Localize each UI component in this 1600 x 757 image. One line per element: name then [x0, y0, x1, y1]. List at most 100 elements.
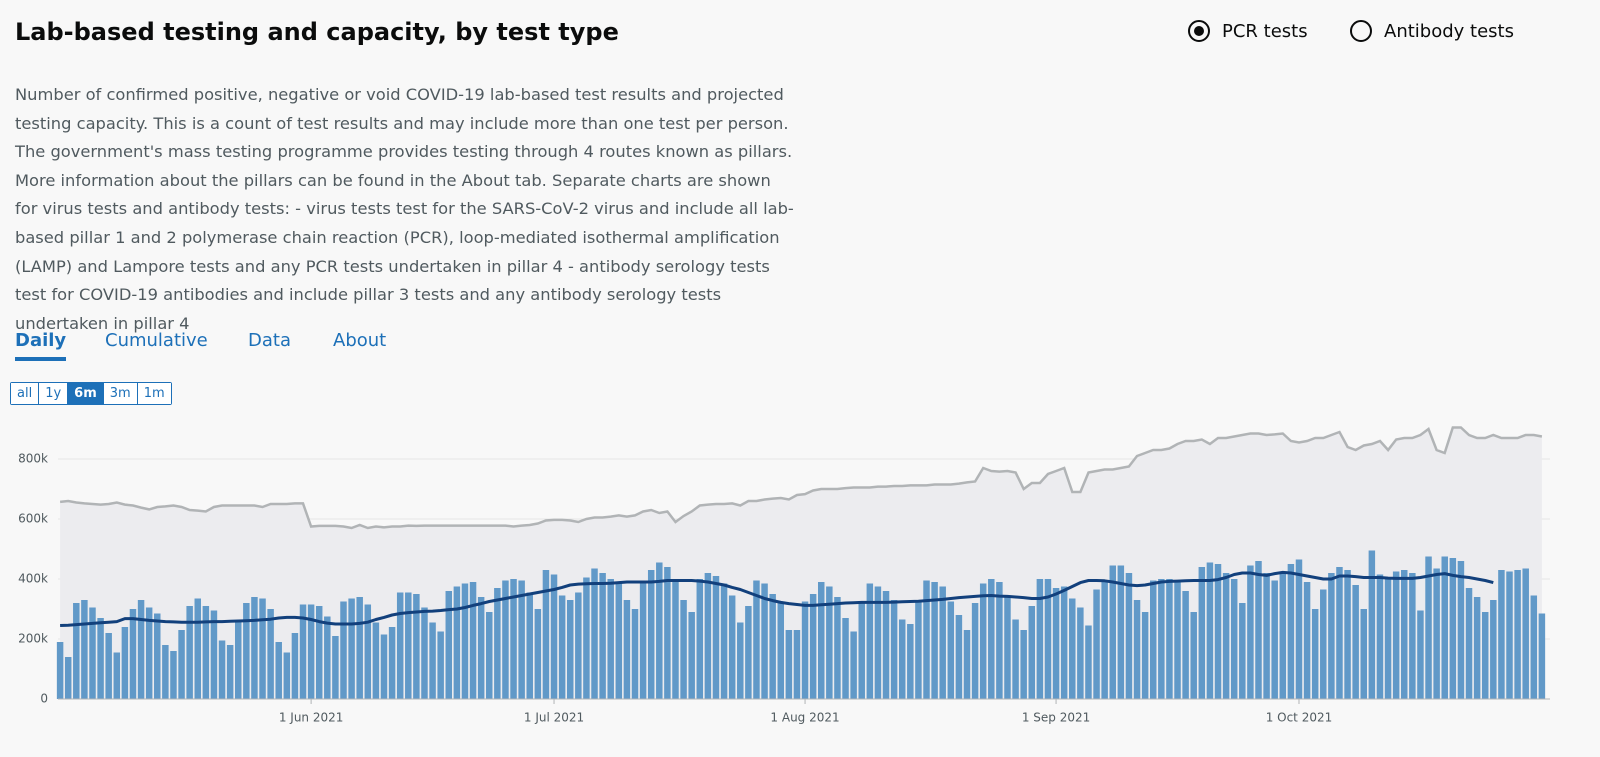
- bar: [202, 606, 210, 699]
- bar: [1514, 570, 1521, 699]
- bar: [615, 583, 623, 699]
- bar: [979, 583, 987, 699]
- description: Number of confirmed positive, negative o…: [15, 85, 794, 333]
- bar: [1198, 567, 1206, 699]
- bar: [785, 630, 793, 699]
- bar: [1311, 609, 1319, 699]
- bar: [1320, 589, 1327, 699]
- y-tick-label: 800k: [18, 452, 48, 466]
- bar: [388, 627, 396, 699]
- bar: [955, 615, 963, 699]
- x-tick-label: 1 Sep 2021: [1022, 711, 1090, 725]
- bar: [1449, 558, 1457, 699]
- range-button[interactable]: 1m: [136, 383, 171, 404]
- y-tick-label: 400k: [18, 572, 48, 586]
- x-tick-label: 1 Jun 2021: [279, 711, 344, 725]
- radio-option[interactable]: PCR tests: [1188, 20, 1308, 42]
- bar: [437, 631, 444, 699]
- bar: [737, 622, 744, 699]
- bar: [1401, 570, 1408, 699]
- bar: [137, 600, 145, 699]
- range-button[interactable]: 3m: [102, 383, 137, 404]
- bar: [299, 604, 307, 699]
- bar: [963, 630, 971, 699]
- bar: [56, 642, 64, 699]
- bar: [1465, 588, 1473, 699]
- bar: [809, 594, 817, 699]
- bar: [939, 586, 946, 699]
- bar: [291, 633, 299, 699]
- bar: [396, 592, 404, 699]
- bar: [907, 624, 914, 699]
- bar: [510, 579, 517, 699]
- bar: [226, 645, 234, 699]
- bar: [971, 603, 979, 699]
- bar: [761, 583, 768, 699]
- bar: [429, 622, 436, 699]
- bar: [1085, 625, 1092, 699]
- bar: [720, 583, 728, 699]
- bar: [1052, 588, 1060, 699]
- bar: [251, 597, 258, 699]
- bar: [154, 613, 161, 699]
- bar: [340, 601, 347, 699]
- bar: [1538, 613, 1546, 699]
- bar: [631, 609, 639, 699]
- bar: [105, 633, 112, 699]
- range-button[interactable]: 1y: [38, 383, 68, 404]
- radio-dot: [1194, 26, 1204, 36]
- bar: [1255, 561, 1262, 699]
- bar: [259, 598, 266, 699]
- bar: [1344, 570, 1351, 699]
- tab[interactable]: Daily: [15, 330, 67, 361]
- range-button[interactable]: all: [11, 383, 39, 404]
- bar: [550, 574, 558, 699]
- bar: [1109, 565, 1116, 699]
- bar: [769, 594, 776, 699]
- bar: [1190, 612, 1197, 699]
- tab[interactable]: Cumulative: [105, 330, 208, 351]
- bar: [405, 592, 412, 699]
- y-tick-label: 200k: [18, 632, 48, 646]
- bar: [1239, 603, 1246, 699]
- bar: [1376, 574, 1384, 699]
- bar: [1457, 561, 1465, 699]
- bar: [639, 580, 647, 699]
- bar: [1077, 607, 1084, 699]
- tab[interactable]: Data: [248, 330, 291, 351]
- bar: [1222, 573, 1230, 699]
- bar: [445, 591, 453, 699]
- bar: [1490, 600, 1497, 699]
- bar: [113, 652, 121, 699]
- bar: [1069, 598, 1076, 699]
- bar: [267, 609, 274, 699]
- bar: [1506, 571, 1513, 699]
- bar: [1303, 582, 1311, 699]
- bar: [672, 580, 679, 699]
- bar: [1174, 580, 1181, 699]
- tab[interactable]: About: [333, 330, 387, 351]
- bar: [858, 601, 865, 699]
- bar: [469, 582, 477, 699]
- bar: [243, 603, 250, 699]
- bar: [1125, 573, 1133, 699]
- bar: [728, 595, 736, 699]
- bar: [842, 618, 849, 699]
- bar: [542, 570, 550, 699]
- range-button[interactable]: 6m: [67, 383, 103, 404]
- bar: [599, 573, 606, 699]
- bar: [1530, 595, 1538, 699]
- bar: [1368, 550, 1376, 699]
- radio-option[interactable]: Antibody tests: [1350, 20, 1514, 42]
- bar: [801, 601, 809, 699]
- bar: [1149, 580, 1157, 699]
- bar: [1028, 606, 1036, 699]
- bar: [97, 618, 104, 699]
- bar: [1481, 612, 1489, 699]
- bar: [607, 579, 614, 699]
- bar: [1182, 591, 1189, 699]
- x-tick-label: 1 Aug 2021: [770, 711, 839, 725]
- bar: [623, 600, 631, 699]
